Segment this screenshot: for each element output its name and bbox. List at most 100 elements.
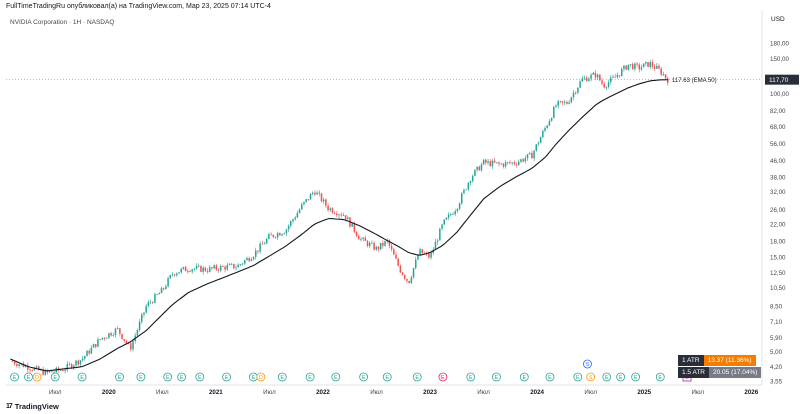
event-marker-icon[interactable]: E	[50, 372, 60, 382]
candle-body	[261, 243, 264, 245]
candle-body	[64, 369, 66, 371]
event-marker-icon[interactable]: D	[256, 372, 266, 382]
candle-body	[509, 162, 511, 164]
event-marker-icon[interactable]: E	[24, 372, 33, 382]
y-tick-label: 100,00	[770, 91, 789, 98]
candle-body	[379, 242, 382, 250]
x-tick-label: Июл	[49, 389, 62, 396]
event-marker-icon[interactable]: E	[77, 372, 87, 382]
candle-body	[24, 365, 27, 367]
event-marker-icon[interactable]: E	[438, 372, 448, 382]
y-tick-label: 7,10	[770, 319, 783, 326]
candle-body	[132, 341, 134, 350]
candle-body	[658, 65, 660, 69]
candle-body	[79, 360, 82, 365]
split-marker-icon[interactable]: S	[583, 359, 592, 369]
candle-body	[357, 235, 360, 240]
candle-body	[244, 260, 246, 264]
candle-body	[342, 215, 345, 216]
event-marker-icon[interactable]: E	[248, 372, 258, 382]
candle-body	[13, 361, 16, 365]
candle-body	[127, 343, 130, 344]
event-marker-icon[interactable]: E	[10, 372, 19, 382]
candle-body	[434, 241, 437, 250]
event-marker-icon[interactable]: E	[519, 372, 529, 382]
candle-body	[151, 302, 154, 304]
event-marker-icon[interactable]: E	[331, 372, 341, 382]
event-marker-icon[interactable]: E	[382, 372, 392, 382]
y-tick-label: 68,00	[770, 124, 786, 131]
candle-body	[410, 277, 413, 284]
event-marker-icon[interactable]: E	[305, 372, 315, 382]
candle-body	[222, 265, 224, 267]
event-marker-icon[interactable]: S	[586, 372, 596, 382]
candle-body	[544, 127, 546, 131]
candle-body	[66, 363, 69, 370]
candle-body	[86, 350, 88, 357]
svg-text:E: E	[180, 375, 184, 381]
candle-body	[99, 339, 101, 340]
candle-body	[377, 246, 380, 250]
y-tick-label: 22,00	[770, 221, 786, 228]
candle-body	[642, 63, 645, 68]
candle-body	[620, 68, 623, 76]
candle-body	[257, 250, 259, 252]
candle-body	[162, 288, 165, 289]
svg-text:E: E	[634, 375, 638, 381]
event-marker-icon[interactable]: E	[277, 372, 287, 382]
candle-body	[436, 240, 439, 242]
event-marker-icon[interactable]: E	[195, 372, 205, 382]
x-tick-label: 2025	[637, 389, 651, 396]
candle-body	[634, 63, 636, 70]
candle-body	[31, 369, 33, 371]
event-marker-icon[interactable]: D	[32, 372, 42, 382]
candle-body	[75, 360, 77, 366]
candle-body	[625, 65, 627, 70]
candle-body	[559, 101, 562, 102]
candle-body	[235, 267, 237, 269]
event-marker-icon[interactable]: E	[177, 372, 187, 382]
candle-body	[327, 205, 329, 211]
event-marker-icon[interactable]: E	[545, 372, 555, 382]
event-marker-icon[interactable]: E	[655, 372, 665, 382]
candle-body	[351, 223, 353, 227]
candle-body	[627, 64, 630, 70]
event-marker-icon[interactable]: E	[412, 372, 422, 382]
ema-50-line	[10, 79, 668, 372]
candle-body	[169, 275, 172, 279]
svg-text:E: E	[605, 375, 609, 381]
event-marker-icon[interactable]: E	[466, 372, 476, 382]
candle-body	[263, 243, 266, 245]
event-marker-icon[interactable]: E	[602, 372, 612, 382]
tradingview-brand[interactable]: 17 TradingView	[6, 402, 59, 411]
event-marker-icon[interactable]: E	[359, 372, 369, 382]
event-marker-icon[interactable]: E	[573, 372, 583, 382]
event-marker-icon[interactable]: E	[163, 372, 173, 382]
candle-body	[57, 367, 60, 371]
candle-body	[90, 347, 93, 354]
svg-text:E: E	[658, 375, 662, 381]
x-tick-label: 2024	[530, 389, 544, 396]
event-marker-icon[interactable]: E	[115, 372, 124, 382]
event-marker-icon[interactable]: E	[616, 372, 626, 382]
candle-body	[419, 249, 421, 256]
event-marker-icon[interactable]: E	[222, 372, 231, 382]
y-tick-label: 4,20	[770, 364, 783, 371]
svg-text:E: E	[415, 375, 419, 381]
candle-body	[292, 219, 294, 222]
event-marker-icon[interactable]: E	[492, 372, 501, 382]
candle-body	[287, 225, 290, 230]
event-marker-icon[interactable]: E	[631, 372, 641, 382]
candle-body	[33, 367, 36, 371]
candle-body	[568, 102, 570, 104]
candle-body	[145, 305, 147, 313]
candle-body	[417, 255, 419, 260]
candle-body	[528, 152, 531, 155]
candle-body	[421, 249, 424, 254]
candle-body	[206, 270, 209, 272]
candle-body	[601, 80, 603, 84]
candle-body	[18, 364, 20, 366]
candle-body	[603, 83, 605, 88]
event-marker-icon[interactable]: E	[136, 372, 146, 382]
